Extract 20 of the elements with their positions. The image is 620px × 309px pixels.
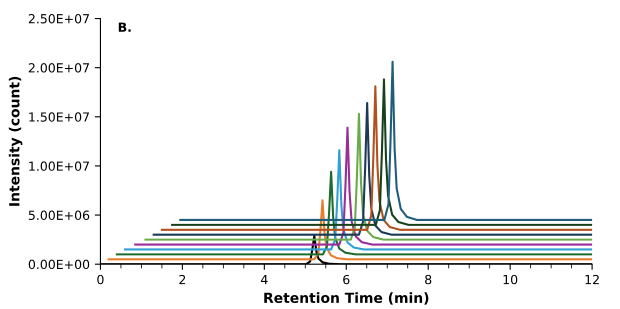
x-tick-label: 2: [179, 274, 186, 284]
y-axis-title: Intensity (count): [8, 76, 22, 206]
x-tick-label: 0: [97, 274, 104, 284]
x-tick-label: 6: [343, 274, 350, 284]
x-tick-label: 4: [260, 274, 268, 284]
x-tick-label: 10: [504, 274, 518, 284]
line-series: [108, 199, 592, 260]
line-series: [134, 126, 592, 246]
chart-title: B.: [118, 22, 131, 32]
x-axis-title: Retention Time (min): [264, 292, 428, 305]
y-tick-label: 5.00E+06: [28, 210, 90, 220]
x-tick-label: 8: [425, 274, 432, 284]
y-tick-label: 2.50E+07: [28, 14, 89, 24]
x-tick-label: 12: [586, 274, 599, 284]
y-tick-label: 1.00E+07: [29, 161, 89, 171]
line-series: [124, 149, 592, 250]
line-series: [116, 170, 592, 256]
y-tick-label: 1.50E+07: [29, 112, 89, 122]
y-tick-label: 0.00E+00: [28, 260, 90, 270]
y-tick-label: 2.00E+07: [28, 63, 89, 73]
